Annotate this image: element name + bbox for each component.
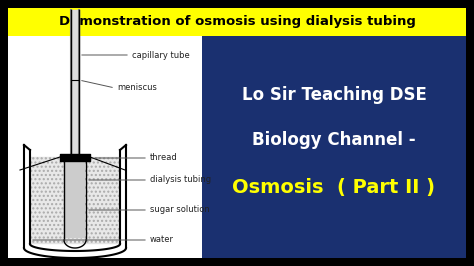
Bar — [65, 162, 85, 238]
Text: Lo Sir Teaching DSE: Lo Sir Teaching DSE — [242, 86, 427, 104]
Text: Osmosis  ( Part II ): Osmosis ( Part II ) — [233, 178, 436, 197]
Bar — [8, 8, 466, 36]
Text: meniscus: meniscus — [117, 84, 157, 93]
Bar — [31, 157, 119, 244]
Bar — [202, 36, 466, 258]
Text: sugar solution: sugar solution — [150, 206, 210, 214]
Bar — [31, 157, 119, 244]
Text: dialysis tubing: dialysis tubing — [150, 176, 211, 185]
Text: thread: thread — [150, 153, 178, 163]
Text: Biology Channel -: Biology Channel - — [252, 131, 416, 149]
Text: water: water — [150, 235, 174, 244]
Text: Demonstration of osmosis using dialysis tubing: Demonstration of osmosis using dialysis … — [59, 15, 415, 28]
Text: capillary tube: capillary tube — [132, 51, 190, 60]
